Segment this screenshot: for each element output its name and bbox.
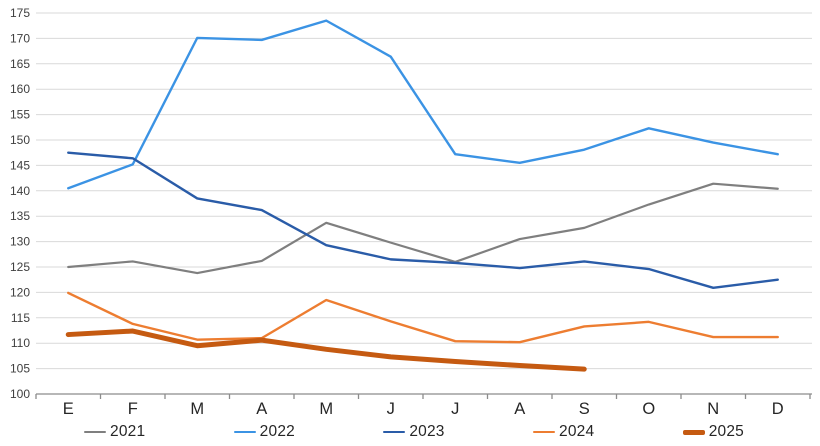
legend-item-2025: 2025 xyxy=(682,423,744,441)
y-axis-tick-label: 140 xyxy=(10,184,30,198)
legend-label: 2025 xyxy=(708,423,744,440)
legend-line-swatch xyxy=(84,430,106,434)
legend-item-2022: 2022 xyxy=(233,423,295,441)
y-axis-tick-label: 160 xyxy=(10,82,30,96)
series-2023-line xyxy=(67,151,779,290)
legend: 2021 2022 2023 2024 2025 xyxy=(0,418,820,446)
legend-line-swatch xyxy=(383,430,406,434)
y-axis-tick-label: 130 xyxy=(10,235,30,249)
y-axis-tick-label: 105 xyxy=(10,362,30,376)
legend-line-swatch xyxy=(682,429,705,435)
legend-item-2024: 2024 xyxy=(533,423,594,441)
legend-label: 2021 xyxy=(110,423,146,440)
x-axis-month-label: S xyxy=(579,400,590,418)
x-axis-month-label: O xyxy=(642,400,655,418)
series-2024-line xyxy=(67,291,779,344)
y-axis-tick-label: 165 xyxy=(10,57,30,71)
y-axis-tick-label: 115 xyxy=(11,311,30,325)
series-2025-line xyxy=(65,328,587,372)
series-2021-line xyxy=(67,182,779,275)
x-axis-month-label: D xyxy=(772,400,784,418)
x-axis-month-label: N xyxy=(707,400,719,418)
legend-label: 2023 xyxy=(409,423,445,440)
y-axis-tick-label: 100 xyxy=(10,387,30,401)
x-axis-month-label: J xyxy=(451,400,459,418)
x-axis-month-label: J xyxy=(387,400,395,418)
legend-line-swatch xyxy=(533,430,556,434)
y-axis-tick-label: 125 xyxy=(10,260,30,274)
y-axis-tick-label: 155 xyxy=(10,108,30,122)
x-axis-month-label: F xyxy=(128,400,138,418)
x-axis-month-label: M xyxy=(190,400,204,418)
series-2022-line xyxy=(67,19,779,190)
y-axis-tick-label: 170 xyxy=(10,31,30,45)
legend-item-2021: 2021 xyxy=(84,423,145,441)
legend-label: 2024 xyxy=(559,423,595,440)
y-axis-tick-label: 175 xyxy=(10,6,30,20)
y-axis-tick-label: 145 xyxy=(10,158,30,172)
legend-line-swatch xyxy=(233,430,256,434)
x-axis-month-label: M xyxy=(319,400,333,418)
y-axis-tick-label: 120 xyxy=(10,285,30,299)
x-axis-month-label: A xyxy=(514,400,525,418)
y-axis-tick-label: 135 xyxy=(10,209,30,223)
plot-area: 100 105 110 115 120 125 130 135 140 145 150 155 160 1… xyxy=(10,6,812,418)
y-axis-tick-label: 150 xyxy=(10,133,30,147)
x-axis-month-label: A xyxy=(256,400,267,418)
y-axis-tick-label: 110 xyxy=(11,336,30,350)
x-axis-month-label: E xyxy=(63,400,74,418)
legend-item-2023: 2023 xyxy=(383,423,444,441)
legend-label: 2022 xyxy=(259,423,295,440)
